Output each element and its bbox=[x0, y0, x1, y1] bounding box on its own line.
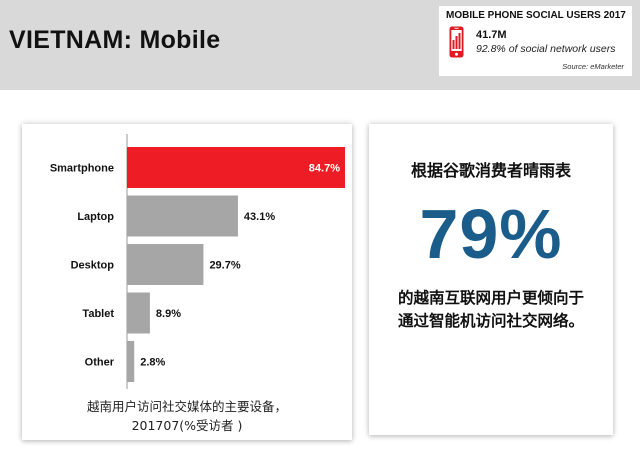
category-label-desktop: Desktop bbox=[71, 260, 115, 272]
info-heading: 根据谷歌消费者晴雨表 bbox=[410, 161, 571, 180]
big-percent: 79% bbox=[419, 195, 563, 273]
device-chart-card: Smartphone 84.7% Laptop 43.1% Desktop 29.7% Ta… bbox=[22, 124, 352, 440]
category-label-laptop: Laptop bbox=[77, 211, 114, 223]
bar-other bbox=[127, 341, 135, 382]
category-label-other: Other bbox=[85, 357, 115, 369]
google-barometer-card: 根据谷歌消费者晴雨表 79% 的越南互联网用户更倾向于 通过智能机访问社交网络。 bbox=[369, 124, 613, 435]
value-label-laptop: 43.1% bbox=[244, 211, 275, 223]
chart-caption-line-1: 越南用户访问社交媒体的主要设备， bbox=[86, 399, 287, 414]
value-label-tablet: 8.9% bbox=[156, 308, 181, 320]
chart-caption-line-2: 201707(%受访者 ) bbox=[131, 418, 243, 433]
value-label-other: 2.8% bbox=[140, 357, 165, 369]
mobile-social-users-box: MOBILE PHONE SOCIAL USERS 2017 41.7M 92.… bbox=[439, 6, 632, 76]
bar-smartphone bbox=[127, 147, 345, 188]
category-label-tablet: Tablet bbox=[82, 308, 114, 320]
bar-tablet bbox=[127, 292, 150, 334]
stat-source: Source: eMarketer bbox=[562, 62, 624, 71]
stat-value: 41.7M bbox=[476, 29, 507, 41]
value-label-desktop: 29.7% bbox=[209, 260, 240, 272]
chart-caption: 越南用户访问社交媒体的主要设备， 201707(%受访者 ) bbox=[22, 397, 352, 435]
stat-box-title: MOBILE PHONE SOCIAL USERS 2017 bbox=[446, 10, 626, 21]
info-text: 的越南互联网用户更倾向于 通过智能机访问社交网络。 bbox=[369, 287, 613, 333]
device-bar-chart: Smartphone 84.7% Laptop 43.1% Desktop 29.7% Ta… bbox=[50, 134, 345, 389]
info-text-line-1: 的越南互联网用户更倾向于 bbox=[397, 289, 584, 307]
bar-laptop bbox=[127, 195, 238, 237]
stat-description: 92.8% of social network users bbox=[476, 43, 616, 55]
smartphone-icon bbox=[449, 26, 464, 58]
category-label-smartphone: Smartphone bbox=[50, 163, 114, 175]
header-band: VIETNAM: Mobile MOBILE PHONE SOCIAL USER… bbox=[0, 0, 640, 90]
info-text-line-2: 通过智能机访问社交网络。 bbox=[397, 312, 584, 330]
value-label-smartphone: 84.7% bbox=[309, 163, 340, 175]
page-title: VIETNAM: Mobile bbox=[9, 26, 221, 54]
bar-desktop bbox=[127, 244, 204, 285]
